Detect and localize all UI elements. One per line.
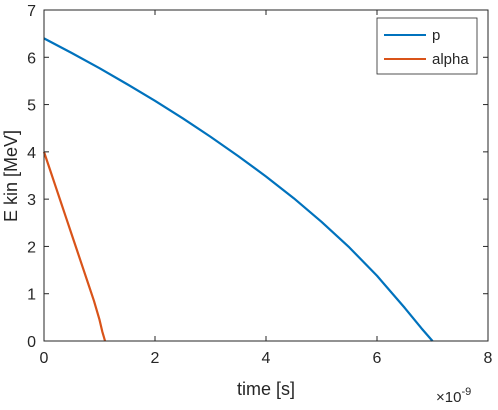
x-tick-label-6: 6 [373, 350, 382, 367]
y-tick-label-5: 5 [27, 98, 36, 115]
series-line-p [43, 37, 434, 342]
x-axis-multiplier-base: ×10 [436, 389, 461, 405]
legend-label-p: p [432, 27, 440, 44]
x-tick-label-4: 4 [262, 350, 271, 367]
y-tick-label-6: 6 [27, 50, 36, 67]
y-tick-label-7: 7 [27, 3, 36, 20]
x-tick-label-0: 0 [40, 350, 49, 367]
x-axis-ticks: 0 2 4 6 8 [40, 10, 493, 367]
y-tick-label-3: 3 [27, 192, 36, 209]
x-axis-label: time [s] [237, 379, 295, 399]
y-axis-label: E kin [MeV] [1, 130, 21, 222]
series-line-alpha [42, 151, 107, 342]
series-layer [42, 37, 434, 342]
y-tick-label-1: 1 [27, 287, 36, 304]
y-tick-label-0: 0 [27, 334, 36, 351]
x-tick-label-2: 2 [151, 350, 160, 367]
legend-label-alpha: alpha [432, 51, 469, 68]
x-axis-multiplier-exponent: -9 [461, 386, 471, 398]
legend: p alpha [376, 17, 478, 75]
x-axis-multiplier: ×10-9 [436, 386, 471, 405]
x-tick-label-8: 8 [484, 350, 493, 367]
y-tick-label-2: 2 [27, 239, 36, 256]
y-tick-label-4: 4 [27, 145, 36, 162]
y-axis-ticks: 0 1 2 3 4 5 6 7 [27, 3, 488, 351]
legend-box [376, 17, 478, 75]
